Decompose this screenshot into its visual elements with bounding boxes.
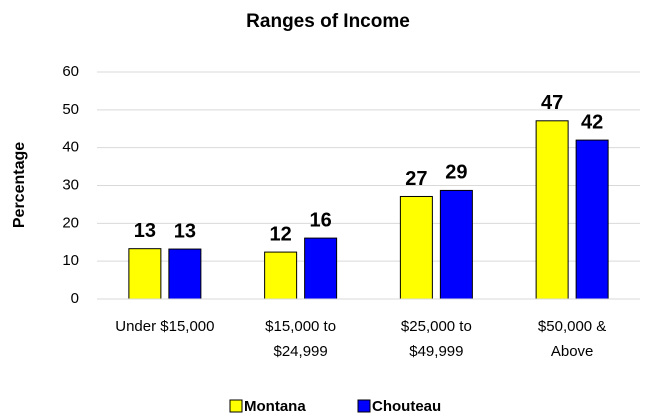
bar [399,195,433,300]
data-label: 27 [405,168,427,190]
x-tick-label: $49,999 [409,343,463,360]
bar [168,248,202,300]
data-label: 13 [174,220,196,242]
bar [304,237,338,300]
bar [575,139,609,300]
bar [439,189,473,300]
x-tick-label: $15,000 to [265,318,336,335]
data-label: 42 [581,111,603,133]
data-label: 13 [134,220,156,242]
data-label: 12 [270,223,292,245]
bar [264,251,298,300]
x-tick-label: $24,999 [274,343,328,360]
y-tick-label: 20 [62,214,79,231]
bar [128,248,162,300]
y-tick-label: 30 [62,176,79,193]
y-tick-label: 0 [71,290,79,307]
data-label: 16 [310,209,332,231]
legend-swatch [229,399,243,413]
bar [535,120,569,300]
legend-label: Chouteau [372,398,441,415]
y-tick-label: 50 [62,101,79,118]
x-tick-label: Above [551,343,594,360]
x-tick-label: $50,000 & [538,318,606,335]
y-axis-title: Percentage [11,142,28,228]
y-tick-label: 60 [62,63,79,80]
chart-title: Ranges of Income [246,11,410,32]
data-label: 47 [541,92,563,114]
y-tick-label: 40 [62,139,79,156]
x-tick-label: Under $15,000 [115,318,214,335]
legend-swatch [357,399,371,413]
data-label: 29 [445,162,467,184]
y-tick-label: 10 [62,252,79,269]
legend-label: Montana [244,398,306,415]
x-tick-label: $25,000 to [401,318,472,335]
